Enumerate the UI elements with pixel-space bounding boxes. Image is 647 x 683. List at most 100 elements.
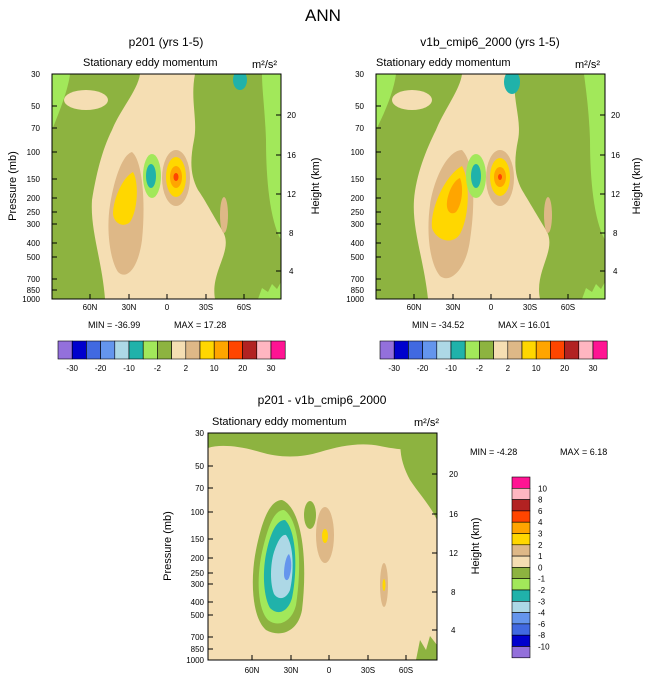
contour-surface-noise [582,282,605,299]
panel-2-x-axis: 60N 30N 0 30S 60S [407,294,575,312]
y-tick-label: 400 [27,239,41,248]
y-tick-label: 100 [191,508,205,517]
colorbar-label: 20 [560,364,569,373]
colorbar-box [128,340,144,360]
colorbar-box [213,340,229,360]
y-ticks [376,73,381,300]
contour-teal-top [233,74,247,90]
y-right-tick-label: 20 [287,111,296,120]
y-right-ticks [276,114,281,272]
y-right-tick-label: 4 [289,267,294,276]
y-tick-label: 50 [195,462,204,471]
panel-p201: p201 (yrs 1-5) Stationary eddy momentum … [7,35,322,330]
y-right-tick-label: 8 [289,229,294,238]
y-right-axis-label: Height (km) [631,158,643,215]
contour-olive-south [514,74,605,299]
colorbar-box [521,340,537,360]
colorbar-box [535,340,551,360]
panel-3-y-right-axis: 20 16 12 8 4 Height (km) [432,470,482,635]
contour-teal-top [504,74,520,94]
y-tick-label: 250 [351,208,365,217]
x-tick-label: 30N [122,303,137,312]
contour-lightblue-lobe [271,534,293,599]
colorbar-box [86,340,101,360]
colorbar-box [511,533,531,546]
colorbar-box [564,340,580,360]
y-tick-label: 250 [191,569,205,578]
y-tick-label: 150 [351,175,365,184]
colorbar-label: 4 [538,518,543,527]
colorbar-box [511,521,531,534]
panel-difference: p201 - v1b_cmip6_2000 Stationary eddy mo… [162,393,607,675]
y-tick-label: 250 [27,208,41,217]
colorbar-box [511,578,531,591]
contour-red-eq [498,174,502,180]
y-tick-label: 500 [27,253,41,262]
panel-2-units: m²/s² [575,59,600,71]
colorbar-label: -3 [538,597,546,606]
y-tick-label: 200 [27,194,41,203]
y-ticks [52,73,57,300]
colorbar-box [436,340,452,360]
colorbar-label: -10 [538,643,550,652]
colorbar-panel-2: -30 -20 -10 -2 2 10 20 30 [379,340,608,373]
colorbar-panel-1: -30 -20 -10 -2 2 10 20 30 [57,340,286,373]
panel-1-x-axis: 60N 30N 0 30S 60S [83,294,251,312]
colorbar-label: -2 [154,364,162,373]
y-right-tick-label: 16 [611,151,620,160]
contour-teal-eq [146,164,156,188]
x-tick-label: 30N [446,303,461,312]
contour-lime-north [52,74,70,130]
x-tick-label: 0 [327,666,332,675]
panel-3-units: m²/s² [414,417,439,429]
colorbar-label: 30 [589,364,598,373]
panel-1-title: p201 (yrs 1-5) [129,35,204,49]
colorbar-box [511,623,531,636]
colorbar-box [511,600,531,613]
y-right-tick-label: 4 [613,267,618,276]
y-tick-label: 700 [351,275,365,284]
panel-3-title: p201 - v1b_cmip6_2000 [258,393,387,407]
x-tick-label: 0 [165,303,170,312]
colorbar-box [114,340,130,360]
panel-1-y-right-axis: 20 16 12 8 4 Height (km) [276,111,322,276]
panel-1-y-axis: 30 50 70 100 150 200 250 300 400 500 700… [7,70,57,304]
y-right-tick-label: 20 [611,111,620,120]
panel-3-contours [208,433,437,660]
y-right-tick-label: 12 [449,549,458,558]
colorbar-label: -6 [538,620,546,629]
colorbar-box [493,340,509,360]
y-tick-label: 200 [191,554,205,563]
y-right-axis-label: Height (km) [310,158,322,215]
contour-tan-northlobe [64,90,108,110]
colorbar-label: -20 [95,364,107,373]
y-tick-label: 850 [191,645,205,654]
colorbar-box [578,340,594,360]
colorbar-box [256,340,272,360]
colorbar-label: 2 [506,364,511,373]
panel-2-min: MIN = -34.52 [412,320,464,330]
y-right-tick-label: 16 [449,510,458,519]
y-axis-label: Pressure (mb) [7,151,19,221]
y-ticks [208,432,213,661]
colorbar-label: 6 [538,507,543,516]
colorbar-label: 30 [267,364,276,373]
colorbar-label: -30 [388,364,400,373]
y-right-tick-label: 4 [451,626,456,635]
y-tick-label: 30 [195,429,204,438]
y-tick-label: 70 [31,124,40,133]
x-tick-label: 60N [245,666,260,675]
contour-tan-northlobe [392,90,432,110]
x-tick-label: 30S [523,303,537,312]
x-tick-label: 60S [399,666,413,675]
y-tick-label: 300 [191,580,205,589]
panel-3-y-axis: 30 50 70 100 150 200 250 300 400 500 700… [162,429,213,665]
colorbar-label: -1 [538,575,546,584]
colorbar-box [422,340,438,360]
colorbar-label: 0 [538,563,543,572]
contour-olive-north [376,74,462,299]
colorbar-label: -10 [123,364,135,373]
y-tick-label: 50 [31,102,40,111]
colorbar-box [592,340,608,360]
panel-1-contours [52,74,281,299]
